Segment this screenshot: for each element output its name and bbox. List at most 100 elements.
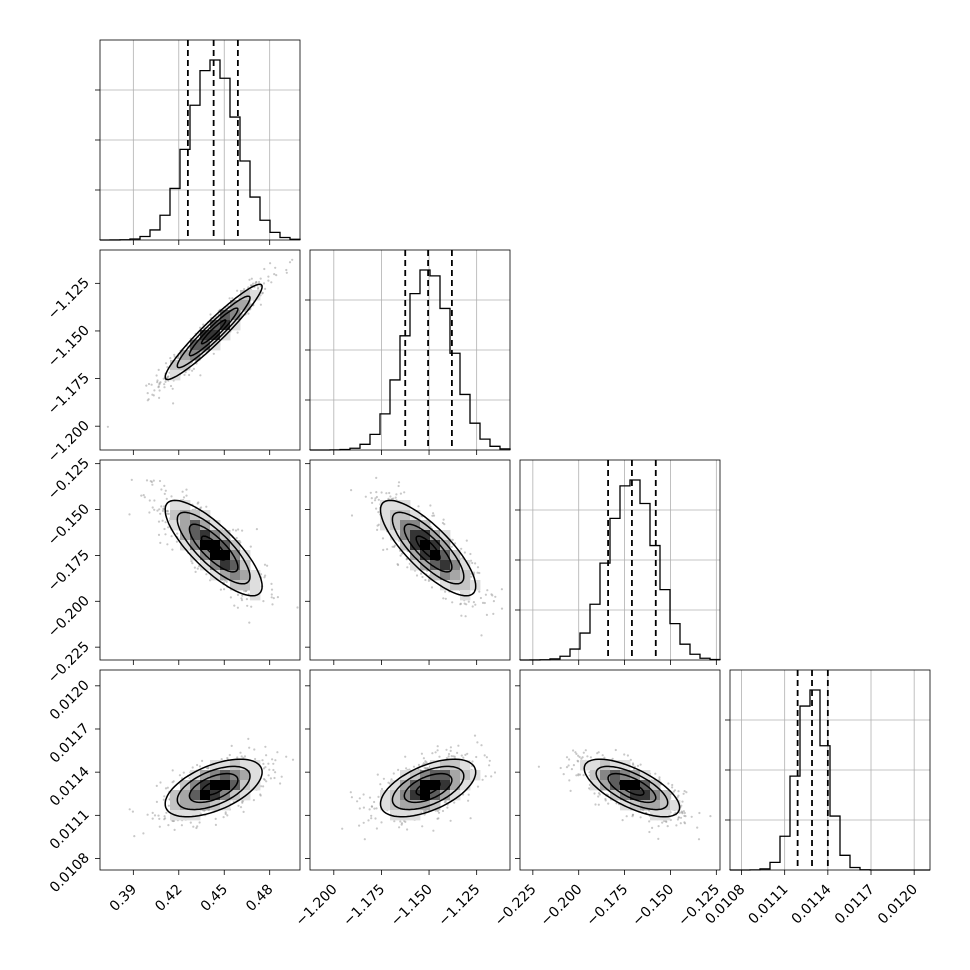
scatter-point	[472, 601, 475, 604]
density-cell	[390, 500, 401, 511]
scatter-point	[476, 571, 479, 574]
scatter-point	[597, 795, 600, 798]
scatter-point	[374, 497, 377, 500]
scatter-point	[231, 297, 234, 300]
density-cell	[460, 770, 471, 781]
scatter-point	[163, 386, 166, 389]
scatter-point	[214, 823, 217, 827]
density-cell	[430, 560, 441, 571]
scatter-point	[463, 602, 466, 605]
histogram-step	[519, 479, 721, 661]
scatter-point	[261, 291, 264, 294]
x-tick-label: 0.0117	[832, 882, 878, 928]
scatter-point	[151, 483, 154, 486]
scatter-point	[588, 787, 591, 790]
density-cell	[440, 760, 451, 771]
scatter-point	[163, 492, 166, 495]
scatter-point	[639, 816, 642, 819]
scatter-point	[428, 574, 431, 577]
density-panel-3-2	[515, 669, 721, 875]
density-cell	[250, 770, 261, 781]
scatter-point	[376, 528, 379, 532]
density-cell	[180, 520, 191, 531]
density-cell	[190, 350, 201, 361]
scatter-point	[259, 794, 262, 797]
scatter-point	[173, 353, 176, 356]
scatter-point	[387, 781, 390, 784]
scatter-point	[163, 484, 166, 487]
scatter-point	[241, 594, 244, 597]
scatter-point	[423, 766, 426, 770]
scatter-point	[267, 762, 270, 765]
scatter-point	[358, 797, 361, 800]
scatter-point	[106, 425, 109, 428]
scatter-point	[152, 394, 155, 397]
density-cell	[450, 770, 461, 781]
scatter-point	[442, 518, 445, 521]
scatter-point	[677, 816, 680, 819]
scatter-point	[631, 762, 635, 765]
density-cell	[390, 790, 401, 801]
scatter-point	[248, 278, 251, 281]
density-cell	[250, 780, 261, 791]
density-cell	[390, 810, 401, 821]
histogram-panel-3	[725, 669, 931, 875]
scatter-point	[657, 837, 660, 841]
density-cell	[170, 370, 181, 381]
scatter-point	[234, 529, 238, 532]
scatter-point	[460, 614, 463, 617]
density-cell	[440, 770, 451, 781]
scatter-point	[176, 532, 179, 535]
scatter-point	[183, 373, 186, 376]
density-cell	[420, 770, 431, 781]
panel-frame	[99, 249, 301, 451]
scatter-point	[271, 758, 274, 761]
scatter-point	[475, 755, 478, 759]
density-cell	[440, 570, 451, 581]
contour-line-3	[379, 758, 477, 818]
scatter-point	[236, 756, 239, 759]
scatter-point	[341, 827, 344, 830]
scatter-point	[683, 811, 686, 815]
density-cell	[440, 790, 451, 801]
density-cell	[420, 560, 431, 571]
scatter-point	[285, 755, 288, 758]
scatter-point	[377, 498, 380, 501]
scatter-point	[380, 821, 383, 824]
scatter-point	[130, 478, 133, 481]
scatter-point	[452, 755, 455, 758]
scatter-point	[207, 766, 210, 769]
density-cell	[410, 510, 421, 521]
scatter-point	[199, 326, 202, 329]
scatter-point	[478, 571, 481, 575]
density-cell	[170, 360, 181, 371]
y-tick-label: −0.200	[45, 593, 93, 641]
density-cell	[660, 810, 671, 821]
contour-line-2	[176, 295, 251, 369]
scatter-point	[488, 759, 491, 762]
scatter-point	[157, 520, 161, 523]
density-cell	[170, 790, 181, 801]
scatter-point	[393, 820, 396, 823]
scatter-point	[243, 755, 247, 758]
scatter-point	[390, 778, 393, 781]
scatter-point	[291, 758, 295, 761]
scatter-point	[476, 785, 480, 788]
scatter-point	[436, 749, 439, 752]
x-tick-label: 0.45	[198, 882, 231, 915]
scatter-point	[226, 756, 229, 760]
density-cell	[210, 780, 221, 791]
scatter-point	[265, 780, 268, 783]
scatter-point	[262, 777, 266, 781]
scatter-point	[667, 782, 670, 785]
scatter-point	[271, 603, 274, 606]
density-cell	[400, 790, 411, 801]
y-tick-label: −1.175	[45, 370, 93, 418]
density-cell	[210, 790, 221, 801]
scatter-point	[128, 808, 131, 811]
scatter-point	[240, 597, 243, 600]
density-cell	[460, 570, 471, 581]
density-cell	[170, 800, 181, 811]
scatter-point	[388, 491, 391, 495]
scatter-point	[236, 593, 240, 597]
